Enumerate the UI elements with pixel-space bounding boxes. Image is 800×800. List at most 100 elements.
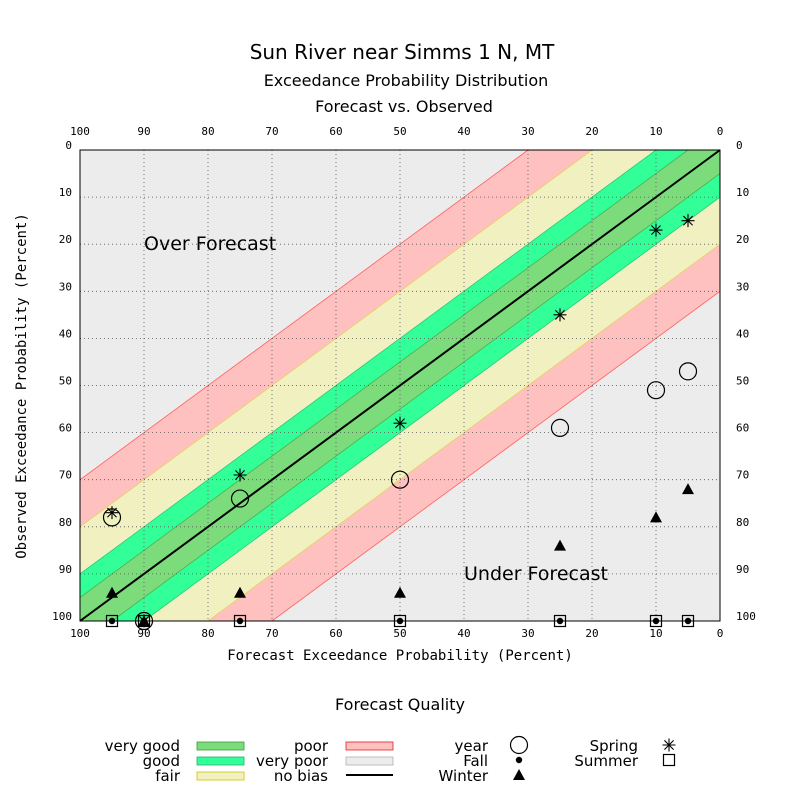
spring-point <box>649 223 663 237</box>
y-tick-label-right: 60 <box>736 422 749 435</box>
region-label-over: Over Forecast <box>144 233 276 255</box>
x-tick-label-top: 90 <box>137 125 150 138</box>
x-tick-label-top: 80 <box>201 125 214 138</box>
x-tick-label-top: 60 <box>329 125 342 138</box>
year-point <box>550 418 570 437</box>
spring-point <box>105 506 119 520</box>
x-axis-label: Forecast Exceedance Probability (Percent… <box>227 648 573 664</box>
y-axis-label: Observed Exceedance Probability (Percent… <box>14 213 30 559</box>
winter-point <box>106 586 118 598</box>
summer-point <box>393 614 407 628</box>
legend-label-good: good <box>143 752 180 770</box>
region-label-under: Under Forecast <box>464 563 608 585</box>
fall-point <box>652 617 660 625</box>
winter-point <box>682 483 694 495</box>
legend-label-fair: fair <box>155 767 181 785</box>
x-tick-label-bottom: 70 <box>265 627 278 640</box>
winter-point <box>394 586 406 598</box>
y-tick-label-left: 20 <box>59 233 72 246</box>
legend-label-very-poor: very poor <box>256 752 329 770</box>
x-tick-label-top: 30 <box>521 125 534 138</box>
x-tick-label-bottom: 90 <box>137 627 150 640</box>
y-tick-label-left: 60 <box>59 422 72 435</box>
plot-area <box>79 149 721 622</box>
legend-label-summer: Summer <box>574 752 638 770</box>
x-tick-label-top: 70 <box>265 125 278 138</box>
y-tick-label-left: 90 <box>59 563 72 576</box>
legend-label-winter: Winter <box>439 767 489 785</box>
x-tick-label-bottom: 60 <box>329 627 342 640</box>
legend-label-spring: Spring <box>590 737 638 755</box>
legend-label-year: year <box>455 737 489 755</box>
fall-point <box>236 617 244 625</box>
y-tick-label-right: 90 <box>736 563 749 576</box>
x-tick-label-bottom: 0 <box>717 627 724 640</box>
fall-point <box>684 617 692 625</box>
y-tick-label-right: 0 <box>736 139 743 152</box>
y-tick-label-left: 30 <box>59 280 72 293</box>
year-point <box>646 381 666 400</box>
y-tick-label-left: 70 <box>59 469 72 482</box>
legend-label-poor: poor <box>294 737 329 755</box>
year-point <box>678 362 698 381</box>
winter-point <box>234 586 246 598</box>
chart-title: Sun River near Simms 1 N, MT <box>250 40 555 64</box>
no-bias-line <box>79 149 721 622</box>
summer-point <box>105 614 119 628</box>
x-tick-label-bottom: 20 <box>585 627 598 640</box>
y-tick-label-right: 20 <box>736 233 749 246</box>
y-tick-label-left: 0 <box>65 139 72 152</box>
y-tick-label-left: 40 <box>59 327 72 340</box>
y-tick-label-right: 50 <box>736 375 749 388</box>
y-tick-label-right: 40 <box>736 327 749 340</box>
fall-point <box>556 617 564 625</box>
summer-point <box>233 614 247 628</box>
legend-marker-spring <box>662 738 676 752</box>
legend-marker-summer <box>662 753 676 767</box>
y-tick-label-right: 100 <box>736 610 756 623</box>
summer-point <box>649 614 663 628</box>
x-tick-label-top: 10 <box>649 125 662 138</box>
x-tick-label-bottom: 100 <box>70 627 90 640</box>
x-tick-label-bottom: 80 <box>201 627 214 640</box>
summer-point <box>681 614 695 628</box>
y-tick-label-left: 80 <box>59 516 72 529</box>
y-tick-label-left: 50 <box>59 375 72 388</box>
year-point <box>230 489 250 508</box>
fall-point <box>108 617 116 625</box>
y-tick-label-left: 100 <box>52 610 72 623</box>
legend-label-very-good: very good <box>105 737 180 755</box>
legend-swatch-good <box>196 756 245 766</box>
spring-point <box>553 308 567 322</box>
y-tick-label-right: 80 <box>736 516 749 529</box>
x-tick-label-top: 0 <box>717 125 724 138</box>
legend-title: Forecast Quality <box>335 695 465 714</box>
x-tick-label-bottom: 50 <box>393 627 406 640</box>
x-tick-label-top: 50 <box>393 125 406 138</box>
legend-label-fall: Fall <box>463 752 488 770</box>
fall-point <box>396 617 404 625</box>
winter-point <box>650 511 662 523</box>
legend-swatch-very-good <box>196 741 245 751</box>
winter-point <box>554 539 566 551</box>
spring-point <box>233 468 247 482</box>
summer-point <box>553 614 567 628</box>
x-tick-label-bottom: 40 <box>457 627 470 640</box>
chart-subtitle-1: Exceedance Probability Distribution <box>264 71 549 90</box>
legend-swatch-poor <box>345 741 394 751</box>
y-tick-label-right: 30 <box>736 280 749 293</box>
x-tick-label-top: 40 <box>457 125 470 138</box>
chart-subtitle-2: Forecast vs. Observed <box>315 97 493 116</box>
x-tick-label-top: 20 <box>585 125 598 138</box>
x-tick-label-top: 100 <box>70 125 90 138</box>
year-point <box>134 611 154 631</box>
spring-point <box>393 416 407 430</box>
legend-swatch-very-poor <box>345 756 394 766</box>
spring-point <box>681 214 695 228</box>
y-tick-label-left: 10 <box>59 186 72 199</box>
x-tick-label-bottom: 30 <box>521 627 534 640</box>
winter-point <box>138 615 150 626</box>
legend-marker-year <box>509 735 529 755</box>
